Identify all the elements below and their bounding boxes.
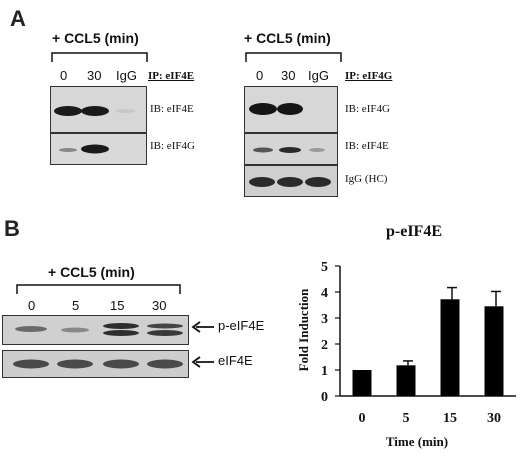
right-ip-label: IP: eIF4G <box>345 70 393 82</box>
left-blot-1-label: IB: eIF4E <box>150 103 194 115</box>
panel-b-blot-1-label: p-eIF4E <box>218 318 265 333</box>
chart-xlabel: Time (min) <box>386 434 448 449</box>
chart-bar <box>440 299 460 396</box>
chart-ylabel: Fold Induction <box>296 288 311 371</box>
panel-a-letter: A <box>10 6 26 31</box>
chart-bar <box>484 306 504 396</box>
chart-y-tick-label: 1 <box>321 364 328 379</box>
left-treatment-label: + CCL5 (min) <box>52 30 139 46</box>
right-blot-3 <box>244 165 338 197</box>
right-treatment-bracket <box>245 52 342 62</box>
right-blot-2-label: IB: eIF4E <box>345 140 389 152</box>
chart-plot-area: 0 1 2 3 4 5 0 5 15 30 <box>321 260 516 426</box>
left-lane-label-1: 30 <box>87 68 102 83</box>
right-blot-2 <box>244 133 338 165</box>
chart-x-tick-label: 15 <box>443 411 457 426</box>
chart-title: p-eIF4E <box>386 223 442 240</box>
panel-b-blot-2-label: eIF4E <box>218 353 253 368</box>
left-lane-label-2: IgG <box>116 68 137 83</box>
panel-b-lane-label-3: 30 <box>152 298 167 313</box>
chart-y-tick-label: 4 <box>321 286 328 301</box>
panel-b-letter: B <box>4 216 20 241</box>
chart-y-tick-label: 5 <box>321 260 328 275</box>
right-blot-1 <box>244 86 338 133</box>
chart-bar <box>396 365 416 396</box>
panel-b-blot-1 <box>2 315 189 345</box>
left-treatment-bracket <box>51 52 148 62</box>
fold-induction-chart: p-eIF4E Fold Induction Time (min) 0 1 2 3 4 5… <box>296 223 516 449</box>
panel-b-arrow-1 <box>191 321 214 333</box>
left-blot-1 <box>50 86 147 133</box>
right-treatment-label: + CCL5 (min) <box>244 30 331 46</box>
chart-bar <box>352 370 372 396</box>
left-blot-2 <box>50 133 147 165</box>
panel-b-lane-label-1: 5 <box>72 298 80 313</box>
right-lane-label-0: 0 <box>256 68 264 83</box>
left-ip-label: IP: eIF4E <box>148 70 195 82</box>
chart-x-tick-label: 5 <box>403 411 410 426</box>
chart-y-tick-label: 2 <box>321 338 328 353</box>
panel-b-blot-2 <box>2 350 189 378</box>
panel-b-arrow-2 <box>191 356 214 368</box>
right-blot-3-label: IgG (HC) <box>345 173 388 185</box>
panel-b-lane-label-0: 0 <box>28 298 36 313</box>
panel-b-treatment-label: + CCL5 (min) <box>48 264 135 280</box>
right-lane-label-1: 30 <box>281 68 296 83</box>
left-blot-2-label: IB: eIF4G <box>150 140 195 152</box>
right-blot-1-label: IB: eIF4G <box>345 103 390 115</box>
chart-y-tick-label: 3 <box>321 312 328 327</box>
right-lane-label-2: IgG <box>308 68 329 83</box>
panel-b-lane-label-2: 15 <box>110 298 125 313</box>
chart-x-tick-label: 30 <box>487 411 501 426</box>
chart-x-tick-label: 0 <box>359 411 366 426</box>
left-lane-label-0: 0 <box>60 68 68 83</box>
chart-y-tick-label: 0 <box>321 390 328 405</box>
panel-b-treatment-bracket <box>16 284 181 294</box>
